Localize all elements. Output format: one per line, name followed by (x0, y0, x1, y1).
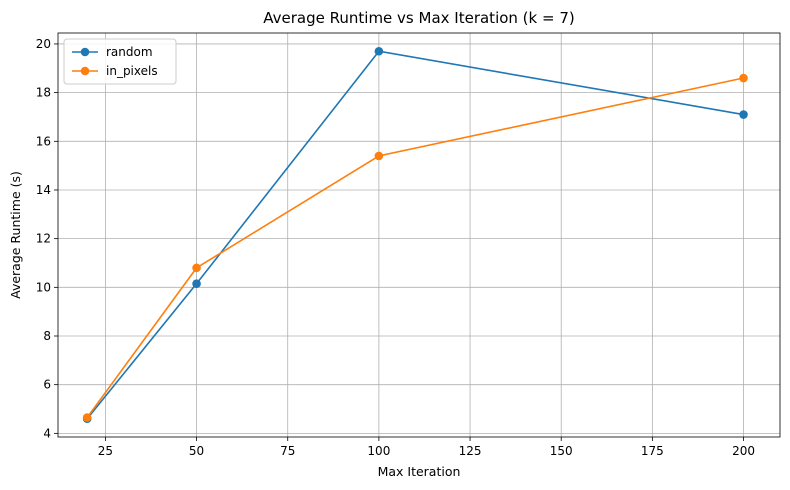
y-tick-label: 16 (36, 134, 51, 148)
y-tick-label: 4 (43, 426, 51, 440)
x-tick-label: 175 (641, 444, 664, 458)
x-tick-label: 25 (98, 444, 113, 458)
legend-label: in_pixels (106, 64, 158, 78)
data-point (739, 110, 748, 119)
y-tick-label: 14 (36, 183, 51, 197)
data-point (374, 151, 384, 161)
grid (58, 33, 780, 437)
x-tick-label: 50 (189, 444, 204, 458)
x-tick-label: 150 (550, 444, 573, 458)
y-tick-label: 18 (36, 86, 51, 100)
legend-box (63, 38, 177, 85)
legend-item: random (72, 45, 153, 59)
data-point (739, 73, 748, 83)
y-tick-label: 8 (43, 329, 51, 343)
legend: random in_pixels (63, 38, 177, 85)
data-point (192, 279, 201, 288)
y-tick-label: 6 (43, 378, 51, 392)
legend-marker (80, 66, 90, 76)
data-point (82, 413, 92, 422)
x-tick-label: 75 (280, 444, 295, 458)
data-point (192, 263, 201, 273)
legend-marker (80, 47, 90, 57)
axes-ticks: 25 50 75 100 125 150 175 200 4 6 8 10 12 14 16 18 20 (36, 37, 755, 458)
x-tick-label: 125 (459, 444, 482, 458)
series-in_pixels (82, 73, 748, 422)
chart-title: Average Runtime vs Max Iteration (k = 7) (263, 9, 574, 27)
legend-label: random (106, 45, 153, 59)
series-random (82, 46, 748, 424)
y-tick-label: 10 (36, 280, 51, 294)
series-layer (82, 46, 748, 424)
y-tick-label: 20 (36, 37, 51, 51)
legend-item: in_pixels (72, 64, 158, 78)
y-tick-label: 12 (36, 232, 51, 246)
data-point (374, 46, 384, 56)
series-line (86, 50, 744, 420)
x-axis-label: Max Iteration (378, 464, 461, 479)
y-axis-label: Average Runtime (s) (8, 171, 23, 299)
plot-frame (57, 32, 781, 438)
x-tick-label: 100 (367, 444, 390, 458)
x-tick-label: 200 (732, 444, 755, 458)
series-line (86, 77, 744, 419)
